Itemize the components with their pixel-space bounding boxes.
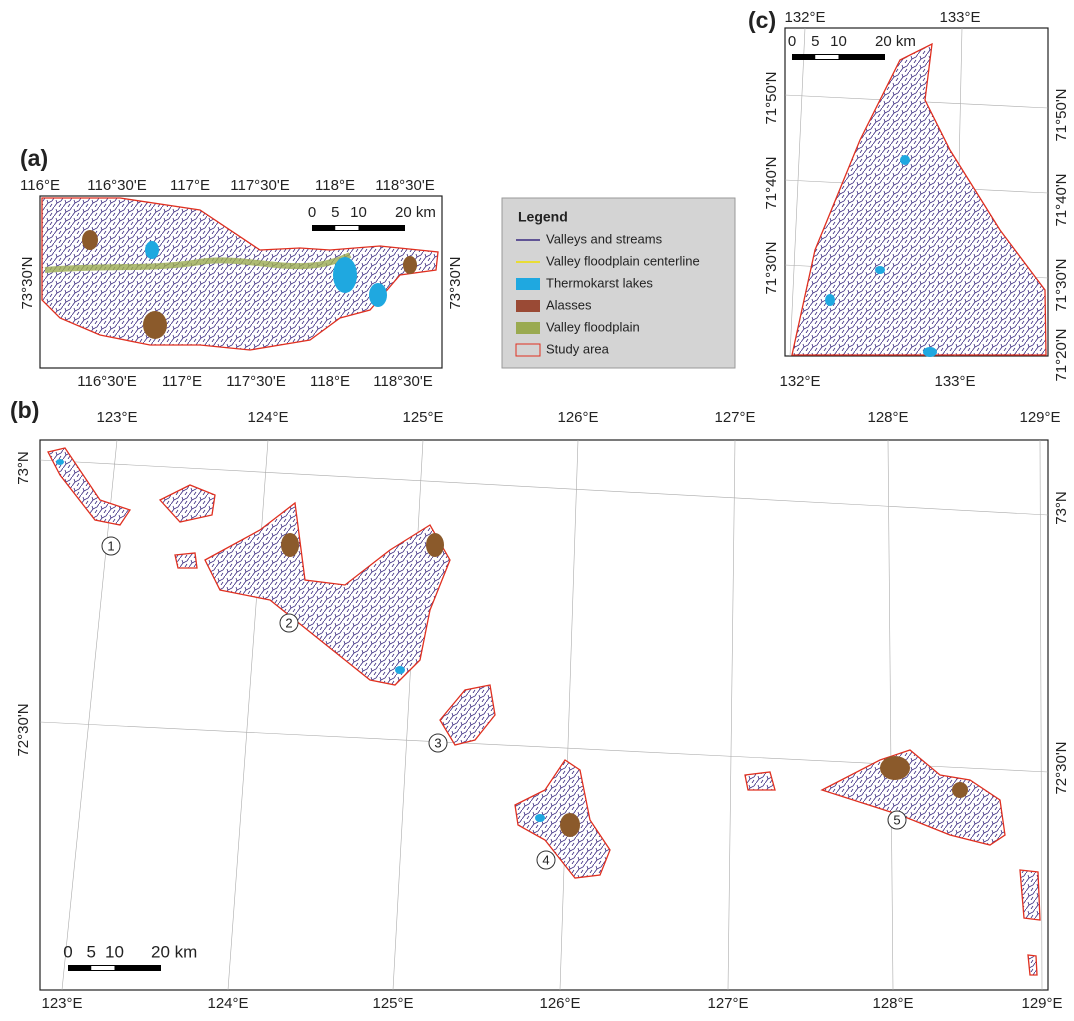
top-coord-label: 126°E (557, 409, 598, 426)
scale-label: 10 (830, 33, 847, 50)
left-coord-label: 73°30'N (19, 256, 36, 309)
bottom-coord-label: 116°30'E (77, 373, 136, 390)
top-coord-label: 128°E (867, 409, 908, 426)
scale-label: 20 km (395, 204, 436, 221)
site-number: 4 (542, 852, 549, 867)
site-marker (279, 613, 299, 633)
study-area (791, 42, 1047, 356)
right-coord-label: 71°50'N (1053, 88, 1070, 141)
top-coord-label: 124°E (247, 409, 288, 426)
top-coord-label: 116°E (20, 177, 60, 194)
left-coord-label: 72°30'N (15, 703, 32, 756)
bottom-coord-label: 117°30'E (226, 373, 285, 390)
site-number: 1 (107, 538, 114, 553)
alas (82, 230, 98, 250)
panel-label: (b) (10, 397, 39, 423)
bottom-coord-label: 125°E (372, 995, 413, 1012)
lake (369, 283, 387, 307)
scale-label: 5 (87, 942, 96, 961)
floodplain (44, 252, 352, 273)
legend-symbol (516, 300, 540, 312)
legend-item: Valley floodplain (546, 319, 640, 334)
legend: Legend Valleys and streams Valley floodpla… (501, 197, 736, 369)
lake (145, 241, 159, 259)
legend-box (501, 197, 736, 369)
legend-item: Study area (546, 341, 610, 356)
frame-b (39, 439, 1049, 991)
bottom-coord-label: 118°30'E (373, 373, 432, 390)
bottom-coord-label: 118°E (310, 373, 350, 390)
left-coord-label: 71°50'N (763, 71, 780, 124)
top-coord-label: 129°E (1019, 409, 1060, 426)
alas (143, 311, 167, 339)
site-number: 5 (893, 812, 900, 827)
scale-label: 5 (331, 204, 339, 221)
right-coord-label: 71°30'N (1053, 258, 1070, 311)
legend-title: Legend (518, 209, 568, 225)
scale-bar-segment (335, 226, 359, 230)
bottom-coord-label: 128°E (872, 995, 913, 1012)
bottom-coord-label: 127°E (707, 995, 748, 1012)
top-coord-label: 132°E (784, 9, 825, 26)
scale-label: 0 (308, 204, 316, 221)
site-number: 3 (434, 735, 441, 750)
legend-item: Valleys and streams (546, 231, 663, 246)
site-marker (887, 810, 907, 830)
left-coord-label: 71°30'N (763, 241, 780, 294)
site-number: 2 (285, 615, 292, 630)
top-coord-label: 125°E (402, 409, 443, 426)
right-coord-label: 72°30'N (1053, 741, 1070, 794)
bottom-coord-label: 129°E (1021, 995, 1062, 1012)
top-coord-label: 118°E (315, 177, 355, 194)
scale-label: 20 km (151, 942, 197, 961)
map-shapes (39, 27, 1049, 991)
study-area (41, 197, 439, 351)
legend-symbol (516, 322, 540, 334)
legend-symbol (516, 278, 540, 290)
top-coord-label: 117°E (170, 177, 210, 194)
top-coord-label: 123°E (96, 409, 137, 426)
scale-label: 10 (105, 942, 124, 961)
bottom-coord-label: 117°E (162, 373, 202, 390)
labels: (a) 116°E 116°30'E 117°E 117°30'E 118°E 118°30… (10, 7, 1070, 1012)
alas (403, 256, 417, 274)
right-coord-label: 73°30'N (447, 256, 464, 309)
scale-bar-segment (815, 55, 839, 59)
right-coord-label: 71°20'N (1053, 328, 1070, 381)
scale-label: 10 (350, 204, 367, 221)
top-coord-label: 117°30'E (230, 177, 289, 194)
bottom-coord-label: 132°E (779, 373, 820, 390)
right-coord-label: 73°N (1053, 491, 1070, 525)
top-coord-label: 118°30'E (375, 177, 434, 194)
top-coord-label: 127°E (714, 409, 755, 426)
top-coord-label: 133°E (939, 9, 980, 26)
bottom-coord-label: 124°E (207, 995, 248, 1012)
panel-label: (a) (20, 145, 48, 171)
scale-bar-segment (91, 966, 115, 970)
site-marker (536, 850, 556, 870)
legend-item: Thermokarst lakes (546, 275, 653, 290)
lake (333, 257, 357, 293)
bottom-coord-label: 133°E (934, 373, 975, 390)
site-marker (101, 536, 121, 556)
right-coord-label: 71°40'N (1053, 173, 1070, 226)
legend-item: Valley floodplain centerline (546, 253, 700, 268)
bottom-coord-label: 123°E (41, 995, 82, 1012)
left-coord-label: 71°40'N (763, 156, 780, 209)
scale-label: 0 (63, 942, 72, 961)
panel-label: (c) (748, 7, 776, 33)
scale-label: 5 (811, 33, 819, 50)
left-coord-label: 73°N (15, 451, 32, 485)
bottom-coord-label: 126°E (539, 995, 580, 1012)
site-marker (428, 733, 448, 753)
frame-a (39, 195, 443, 369)
legend-symbol (515, 343, 541, 357)
frame-c (784, 27, 1049, 357)
scale-label: 0 (788, 33, 796, 50)
legend-item: Alasses (546, 297, 592, 312)
scale-label: 20 km (875, 33, 916, 50)
top-coord-label: 116°30'E (87, 177, 146, 194)
